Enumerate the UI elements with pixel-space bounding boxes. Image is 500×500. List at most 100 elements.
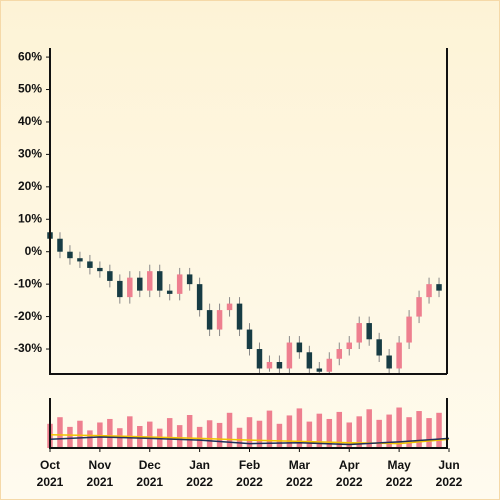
volume-bar	[296, 408, 303, 448]
volume-bar	[426, 418, 432, 448]
candle-body	[57, 238, 63, 252]
candle-body	[156, 271, 163, 291]
candle-body	[206, 310, 213, 330]
candle-body	[127, 277, 133, 298]
volume-bar	[127, 416, 133, 448]
x-tick-label: 2022	[386, 475, 413, 489]
candle-body	[396, 342, 402, 369]
x-tick-label: Apr	[339, 458, 360, 472]
volume-bar	[306, 421, 313, 448]
volume-bar	[196, 426, 203, 448]
candle-body	[97, 267, 103, 272]
y-tick-label: 60%	[18, 49, 42, 63]
y-tick-label: 40%	[18, 114, 42, 128]
candle-body	[117, 280, 123, 298]
volume-bar	[236, 427, 243, 448]
candle-body	[216, 310, 223, 330]
volume-bar	[316, 413, 323, 448]
volume-bar	[67, 426, 73, 448]
x-tick-label: Oct	[40, 458, 60, 472]
volume-bar	[107, 418, 113, 448]
volume-bar	[226, 412, 233, 448]
volume-average	[49, 436, 450, 446]
candle-body	[356, 323, 362, 343]
candle-body	[166, 290, 173, 294]
candle-body	[186, 274, 193, 285]
candle-body	[137, 277, 143, 291]
volume-bar	[266, 410, 273, 448]
volume-bar	[406, 417, 412, 448]
x-tick-label: 2021	[87, 475, 114, 489]
x-tick-label: 2021	[136, 475, 163, 489]
volume-bar	[416, 411, 422, 448]
x-tick-label: Jan	[189, 458, 210, 472]
volume-bar	[286, 415, 293, 448]
candle-body	[336, 349, 343, 359]
candle-body	[226, 303, 233, 311]
candle-body	[306, 352, 313, 369]
volume-bar	[256, 420, 263, 448]
y-tick-label: 50%	[18, 82, 42, 96]
x-tick-label: 2021	[37, 475, 64, 489]
candle-body	[246, 329, 253, 350]
candle-body	[107, 271, 113, 281]
candle-body	[266, 361, 273, 369]
volume-bar	[246, 417, 253, 448]
y-tick-label: 20%	[18, 179, 42, 193]
candle-body	[426, 284, 432, 298]
candle-body	[256, 349, 263, 369]
x-tick-label: 2022	[286, 475, 313, 489]
volume-bar	[166, 418, 173, 448]
candle-body	[147, 271, 153, 291]
volume-bar	[376, 419, 382, 448]
volume-axes	[49, 398, 448, 449]
candle-body	[196, 284, 203, 311]
volume-bar	[346, 422, 352, 448]
candle-body	[67, 251, 73, 259]
y-tick-label: -20%	[14, 309, 42, 323]
candle-body	[416, 297, 422, 317]
x-tick-label: Jun	[438, 458, 459, 472]
x-tick-label: Dec	[139, 458, 161, 472]
volume-bar	[147, 421, 153, 448]
y-tick-label: 0%	[25, 244, 43, 258]
candle-body	[366, 323, 372, 340]
x-tick-label: Feb	[239, 458, 260, 472]
volume-bar	[87, 430, 93, 448]
y-tick-label: -30%	[14, 341, 42, 355]
candle-body	[386, 355, 392, 369]
x-tick-label: 2022	[186, 475, 213, 489]
candle-body	[77, 258, 83, 262]
candle-body	[286, 342, 293, 369]
volume-bar	[176, 425, 183, 448]
volume-bar	[206, 420, 213, 448]
candle-body	[236, 303, 243, 330]
candle-body	[376, 339, 382, 356]
y-tick-label: 30%	[18, 147, 42, 161]
volume-bar	[276, 423, 283, 448]
x-tick-label: Nov	[89, 458, 112, 472]
x-tick-label: 2022	[236, 475, 263, 489]
volume-bar	[396, 407, 402, 448]
candle-body	[296, 342, 303, 353]
volume-bar	[386, 414, 392, 448]
candle-body	[87, 261, 93, 268]
volume-bar	[77, 420, 83, 448]
y-tick-label: -10%	[14, 276, 42, 290]
volume-bar	[336, 411, 343, 448]
candle-body	[346, 342, 352, 350]
x-tick-label: May	[387, 458, 411, 472]
volume-bar	[186, 415, 193, 448]
x-tick-label: 2022	[436, 475, 463, 489]
x-tick-label: 2022	[336, 475, 363, 489]
volume-bar	[216, 422, 223, 448]
candle-body	[406, 316, 412, 343]
candle-body	[326, 358, 333, 372]
volume-bar	[436, 412, 442, 448]
y-tick-label: 10%	[18, 211, 42, 225]
volume-bar	[356, 416, 362, 448]
candle-body	[276, 361, 283, 369]
x-tick-label: Mar	[289, 458, 311, 472]
candle-body	[316, 368, 323, 372]
